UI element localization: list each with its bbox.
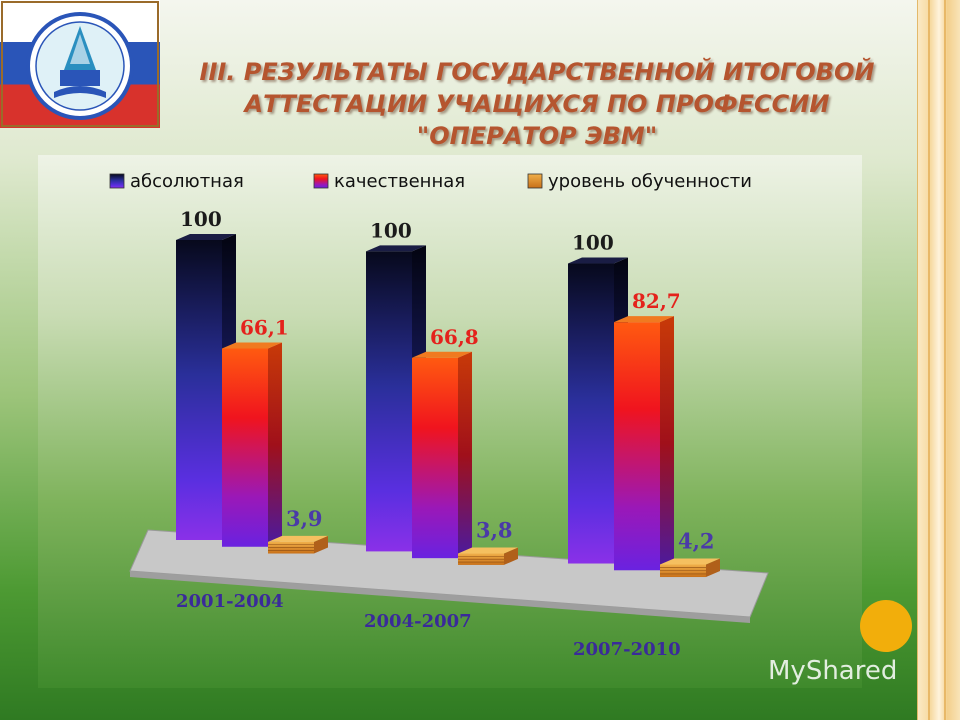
- bar-chart: абсолютная качественная уровень обученност…: [109, 171, 769, 660]
- decorative-side-strip: [917, 0, 960, 720]
- data-label-3-2004-2007: 3,8: [476, 518, 513, 543]
- bar-quality-2001-2004-side: [268, 342, 282, 547]
- bar-group-2007-2010: 100 82,7 4,2 2007-2010: [568, 231, 720, 660]
- bar-quality-2004-2007-side: [458, 351, 472, 559]
- legend-swatch-2: [313, 173, 329, 189]
- bar-level-2007-2010-side: [706, 558, 720, 578]
- legend-label-2: качественная: [334, 171, 465, 192]
- data-label-1-2004-2007: 100: [370, 218, 412, 242]
- category-label-2004-2007: 2004-2007: [364, 611, 472, 632]
- slide-title: III. РЕЗУЛЬТАТЫ ГОСУДАРСТВЕННОЙ ИТОГОВОЙ…: [172, 56, 902, 152]
- bar-absolute-2001-2004: [176, 240, 222, 540]
- college-logo: [0, 0, 160, 128]
- bar-level-2004-2007-top: [458, 547, 518, 554]
- bar-quality-2007-2010-top: [614, 316, 674, 323]
- watermark: MyShared: [768, 656, 898, 686]
- legend-label-3: уровень обученности: [548, 171, 752, 192]
- bar-level-2007-2010-top: [660, 558, 720, 565]
- bar-absolute-2001-2004-top: [176, 234, 236, 240]
- bar-quality-2007-2010: [614, 322, 660, 571]
- bar-level-2001-2004-top: [268, 535, 328, 542]
- title-line-1: III. РЕЗУЛЬТАТЫ ГОСУДАРСТВЕННОЙ ИТОГОВОЙ: [199, 58, 875, 86]
- legend-swatch-3: [527, 173, 543, 189]
- data-label-2-2007-2010: 82,7: [632, 289, 681, 313]
- bar-quality-2004-2007: [412, 357, 458, 559]
- chart-floor-edge: [130, 571, 750, 623]
- data-label-1-2001-2004: 100: [180, 207, 222, 231]
- category-label-2007-2010: 2007-2010: [573, 639, 681, 660]
- title-line-2: АТТЕСТАЦИИ УЧАЩИХСЯ ПО ПРОФЕССИИ: [244, 90, 830, 118]
- title-line-3: "ОПЕРАТОР ЭВМ": [416, 122, 658, 150]
- decorative-dot: [860, 600, 912, 652]
- bar-absolute-2004-2007: [366, 251, 412, 552]
- data-label-3-2007-2010: 4,2: [678, 528, 715, 553]
- data-label-1-2007-2010: 100: [572, 231, 614, 255]
- bar-absolute-2007-2010-top: [568, 257, 628, 264]
- college-emblem-icon: [1, 1, 159, 127]
- bar-quality-2001-2004: [222, 348, 268, 547]
- bar-level-2001-2004-side: [314, 535, 328, 554]
- bar-quality-2001-2004-top: [222, 342, 282, 349]
- bar-absolute-2007-2010: [568, 263, 614, 564]
- bar-absolute-2004-2007-top: [366, 245, 426, 252]
- bar-group-2001-2004: 100 66,1 3,9 2001-2004: [176, 207, 328, 612]
- data-label-3-2001-2004: 3,9: [286, 506, 323, 531]
- data-label-2-2004-2007: 66,8: [430, 325, 479, 349]
- legend-swatch-1: [109, 173, 125, 189]
- chart-legend: абсолютная качественная уровень обученност…: [109, 171, 752, 192]
- bar-quality-2007-2010-side: [660, 316, 674, 571]
- bar-level-2004-2007-side: [504, 547, 518, 565]
- data-label-2-2001-2004: 66,1: [240, 315, 289, 339]
- category-label-2001-2004: 2001-2004: [176, 591, 284, 612]
- bar-quality-2004-2007-top: [412, 351, 472, 358]
- bar-group-2004-2007: 100 66,8 3,8 2004-2007: [364, 218, 518, 632]
- legend-label-1: абсолютная: [130, 171, 244, 192]
- chart-panel: абсолютная качественная уровень обученност…: [38, 155, 862, 688]
